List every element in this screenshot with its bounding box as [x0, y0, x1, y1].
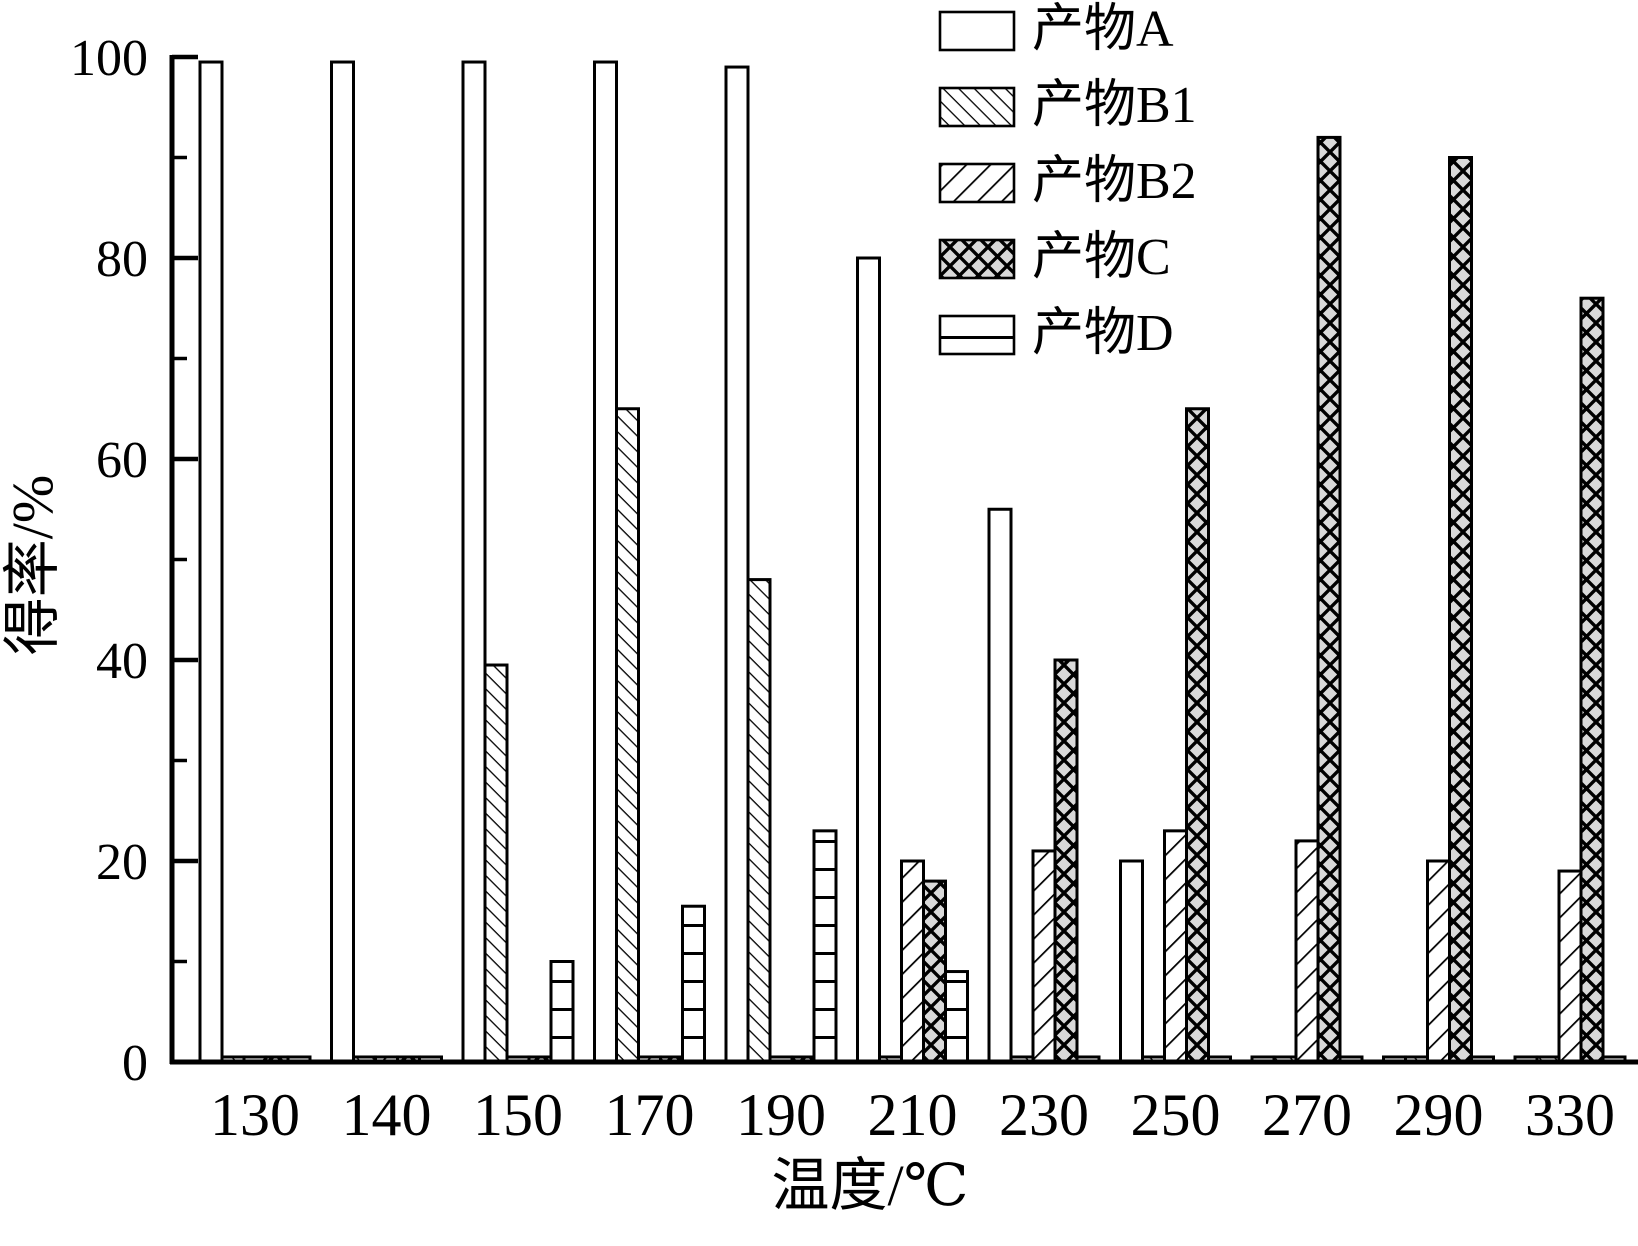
bar-产物D-210 — [944, 970, 969, 1064]
x-tick-label-150: 150 — [473, 1082, 563, 1148]
bar-产物D-150 — [549, 960, 575, 1064]
bar-产物C-330 — [1579, 296, 1605, 1064]
legend-swatch-产物B2 — [938, 162, 1016, 204]
bar-产物B2-290 — [1426, 859, 1451, 1064]
bar-产物A-210 — [856, 256, 881, 1064]
bar-产物B2-270 — [1294, 839, 1320, 1064]
legend-swatch-产物B1 — [938, 86, 1016, 128]
x-tick-label-170: 170 — [605, 1082, 695, 1148]
x-tick-label-290: 290 — [1394, 1082, 1484, 1148]
x-tick-labels: 130 140 150 170 190 210 230 250 270 290 330 — [210, 1082, 1615, 1148]
legend-swatch-产物A — [938, 10, 1016, 52]
legend-label-产物B2: 产物B2 — [1032, 153, 1197, 210]
x-tick-label-210: 210 — [868, 1082, 958, 1148]
legend-label-产物A: 产物A — [1032, 1, 1174, 58]
legend-label-产物B1: 产物B1 — [1032, 77, 1197, 134]
x-tick-label-190: 190 — [736, 1082, 826, 1148]
y-tick-label-40: 40 — [96, 633, 148, 690]
x-tick-label-140: 140 — [342, 1082, 432, 1148]
legend-swatch-产物C — [938, 238, 1016, 280]
bar-产物A-130 — [198, 60, 224, 1064]
y-tick-label-80: 80 — [96, 231, 148, 288]
bar-产物B2-250 — [1163, 829, 1188, 1064]
x-tick-label-270: 270 — [1262, 1082, 1352, 1148]
y-tick-label-20: 20 — [96, 834, 148, 891]
bar-产物A-230 — [987, 507, 1013, 1064]
y-ticks — [172, 54, 198, 1065]
x-tick-label-250: 250 — [1131, 1082, 1221, 1148]
legend-swatch-产物D — [938, 314, 1016, 356]
x-tick-label-130: 130 — [210, 1082, 300, 1148]
legend-label-产物C: 产物C — [1032, 229, 1171, 286]
bar-产物C-230 — [1053, 658, 1079, 1064]
bar-产物B1-150 — [483, 663, 509, 1064]
axes-layer: 0 20 40 60 80 100 130 140 150 170 190 210 230 250 270… — [70, 30, 1638, 1148]
x-axis-title: 温度/℃ — [772, 1153, 969, 1218]
bar-产物B1-190 — [746, 578, 772, 1064]
bar-产物C-290 — [1448, 156, 1473, 1064]
bar-产物A-250 — [1119, 859, 1144, 1064]
y-tick-label-100: 100 — [70, 30, 148, 87]
x-tick-label-330: 330 — [1525, 1082, 1615, 1148]
bar-产物C-250 — [1185, 407, 1210, 1064]
bar-产物B2-210 — [900, 859, 925, 1064]
bar-产物A-140 — [330, 60, 355, 1064]
legend-label-产物D: 产物D — [1032, 305, 1174, 362]
bar-产物A-190 — [724, 65, 750, 1064]
y-axis-title: 得率/% — [0, 475, 65, 655]
bar-产物B2-230 — [1031, 849, 1057, 1064]
legend: 产物A 产物B1 产物B2 产物C 产物D — [938, 1, 1197, 362]
x-tick-label-230: 230 — [999, 1082, 1089, 1148]
bar-产物B2-330 — [1557, 869, 1583, 1064]
bar-产物D-190 — [812, 829, 838, 1064]
bars-layer — [198, 60, 1627, 1064]
y-tick-label-0: 0 — [122, 1035, 148, 1092]
bar-产物D-170 — [681, 904, 706, 1064]
y-tick-label-60: 60 — [96, 432, 148, 489]
bar-产物A-170 — [593, 60, 618, 1064]
bar-产物C-270 — [1316, 135, 1342, 1064]
bar-产物A-150 — [461, 60, 487, 1064]
bar-产物C-210 — [922, 879, 947, 1064]
bar-产物B1-170 — [615, 407, 640, 1064]
y-tick-labels: 0 20 40 60 80 100 — [70, 30, 148, 1092]
